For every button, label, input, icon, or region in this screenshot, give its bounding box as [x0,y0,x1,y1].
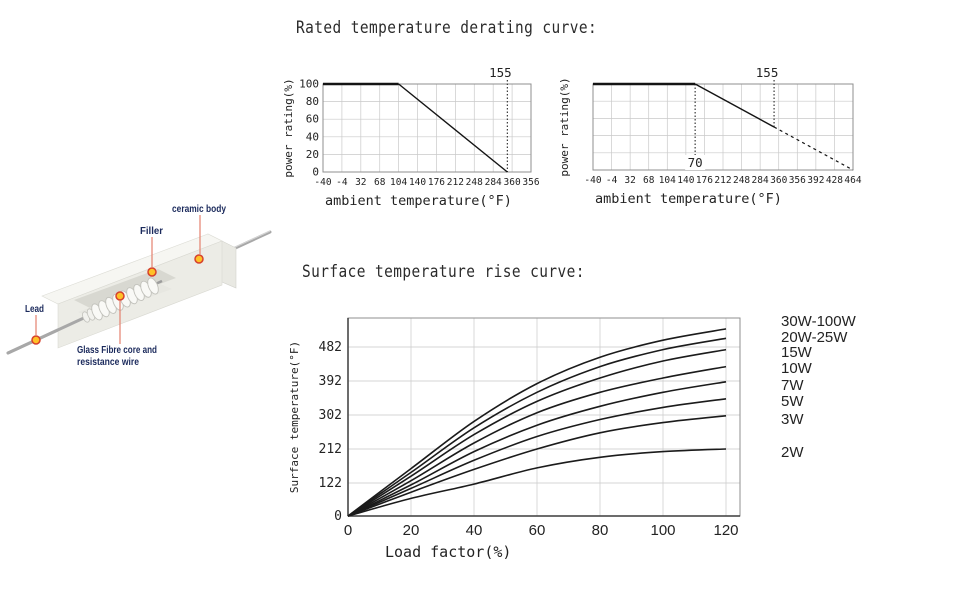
x-tick-label: 80 [592,522,609,539]
x-tick-label: 356 [522,177,539,188]
curve-7W [347,381,727,517]
curve-label: 10W [781,360,813,377]
resistor-construction-diagram: ceramic body Filler Lead Glass Fibre cor… [6,203,272,368]
curve-3W [347,415,727,517]
x-tick-label: -4 [606,175,618,186]
x-tick-label: 32 [355,177,366,188]
derating-section-title: Rated temperature derating curve: [296,18,598,38]
curve-15W [347,348,727,517]
glass-fibre-dot [115,291,125,301]
curve-label: 30W-100W [781,313,857,330]
x-tick-label: 360 [770,175,787,186]
x-tick-label: 176 [696,175,713,186]
plot-frame [592,83,854,171]
x-tick-label: 100 [650,522,675,539]
x-tick-label: 120 [713,522,738,539]
x-tick-label: 360 [504,177,521,188]
derating-line-slope [398,83,508,173]
x-tick-label: 176 [428,177,445,188]
y-tick-label: 482 [319,340,342,355]
annotation-label: 155 [756,65,779,80]
y-tick-label: 80 [306,95,319,108]
y-tick-label: 40 [306,130,319,143]
plot-area: -40 -4 32 68 104 140 176 212 248 284 360 356 100 80 60… [282,65,540,209]
y-tick-label: 60 [306,113,319,126]
filler-dot [147,267,157,277]
x-tick-label: 32 [624,175,635,186]
curve-10W [347,365,727,517]
x-tick-label: 464 [844,175,861,186]
derating-line-slope [694,83,775,128]
x-tick-label: 140 [409,177,426,188]
y-tick-label: 20 [306,148,319,161]
curve-label: 5W [781,393,804,410]
x-tick-label: 104 [659,175,676,186]
annotation-label: 70 [688,155,703,170]
surface-section-title: Surface temperature rise curve: [302,262,585,282]
x-tick-label: 248 [733,175,750,186]
lead-dot [31,335,41,345]
y-tick-label: 392 [319,374,342,389]
x-tick-label: -40 [584,175,601,186]
x-axis-title: ambient temperature(°F) [325,193,512,209]
glass-fibre-label-line1: Glass Fibre core and [77,344,157,356]
curve-label: 20W-25W [781,329,848,346]
plot-area: 0 20 40 60 80 100 120 0 122 212 302 392 482 Load fact… [288,313,857,561]
curve-label: 3W [781,411,804,428]
plot-area: -40 -4 32 68 104 140 176 212 248 284 360 356 392 428 4… [558,65,862,207]
x-tick-label: 248 [466,177,483,188]
annotation-label-bg [685,155,706,170]
y-tick-label: 0 [312,166,319,179]
x-tick-label: 392 [807,175,824,186]
y-tick-label: 100 [299,78,319,91]
x-tick-label: 356 [789,175,806,186]
y-tick-label: 122 [319,476,342,491]
curve-label: 15W [781,344,813,361]
curve-20W-25W [347,337,727,517]
derating-line-dashed [773,126,854,171]
derating-chart-right: -40 -4 32 68 104 140 176 212 248 284 360 356 392 428 4… [558,65,862,207]
ceramic-body-label: ceramic body [172,203,226,215]
x-tick-label: 104 [390,177,407,188]
y-axis-title: Surface temperature(°F) [288,341,301,493]
surface-temperature-chart: 0 20 40 60 80 100 120 0 122 212 302 392 482 Load fact… [288,313,857,561]
curve-30W-100W [347,328,727,517]
lead-label: Lead [25,303,44,315]
resistance-wire-coil [82,277,159,323]
filler-label: Filler [140,225,163,237]
curve-2W [347,448,727,517]
x-tick-label: 40 [466,522,483,539]
x-tick-label: 0 [344,522,352,539]
x-tick-label: 60 [529,522,546,539]
x-tick-label: 284 [485,177,502,188]
x-tick-label: 212 [714,175,731,186]
x-tick-label: 20 [403,522,420,539]
x-tick-label: 140 [677,175,694,186]
annotation-label: 155 [489,65,512,80]
x-tick-label: 68 [374,177,386,188]
curve-label: 7W [781,377,804,394]
y-axis-title: power rating(%) [558,77,571,176]
plot-frame [322,83,532,173]
x-axis-title: ambient temperature(°F) [595,191,782,207]
x-tick-label: -4 [336,177,348,188]
y-tick-label: 0 [334,509,342,524]
x-tick-label: 284 [752,175,769,186]
ceramic-body-dot [194,254,204,264]
glass-fibre-label-line2: resistance wire [77,356,139,368]
x-axis-title: Load factor(%) [385,543,511,561]
y-tick-label: 212 [319,442,342,457]
x-tick-label: -40 [314,177,331,188]
y-tick-label: 302 [319,408,342,423]
x-tick-label: 428 [826,175,843,186]
curve-5W [347,398,727,517]
derating-chart-left: -40 -4 32 68 104 140 176 212 248 284 360 356 100 80 60… [282,65,540,209]
x-tick-label: 68 [643,175,655,186]
x-tick-label: 212 [447,177,464,188]
y-axis-title: power rating(%) [282,78,295,177]
curve-label: 2W [781,444,804,461]
